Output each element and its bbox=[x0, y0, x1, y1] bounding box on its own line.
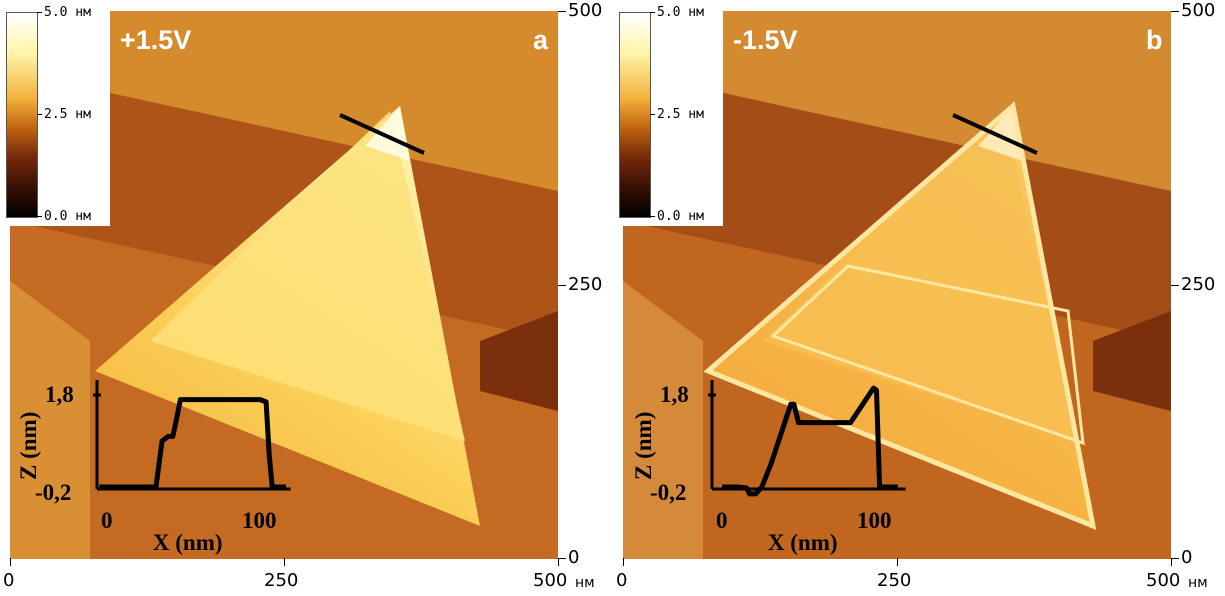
inset-xtick-label: 0 bbox=[716, 508, 728, 533]
inset-ytick-label: 1,8 bbox=[45, 382, 74, 407]
scale-gradient-bar bbox=[6, 12, 38, 218]
scale-label-bottom: 0.0 нм bbox=[44, 209, 91, 224]
stm-panel-b: 5.0 нм 2.5 нм 0.0 нм -1.5V b 0 250 500 нм 500 250 0… bbox=[613, 0, 1225, 596]
inner-rim bbox=[770, 264, 1085, 446]
inset-profile-curve bbox=[99, 397, 286, 490]
y-axis-tick-mark bbox=[1171, 558, 1179, 559]
panel-letter: b bbox=[1146, 25, 1163, 55]
stm-image bbox=[10, 11, 558, 559]
scale-tick bbox=[650, 12, 655, 13]
y-axis-tick-mark bbox=[1171, 11, 1179, 12]
scale-gradient-bar bbox=[619, 12, 651, 218]
dark-pit bbox=[1093, 311, 1171, 411]
y-axis-tick-mark bbox=[558, 558, 566, 559]
x-axis-tick-label: 0 bbox=[3, 570, 15, 591]
x-axis-tick-label: 250 bbox=[264, 570, 299, 591]
triangle-apex bbox=[978, 106, 1023, 161]
y-axis-tick-label: 500 bbox=[1181, 0, 1216, 21]
x-axis-tick-mark bbox=[10, 558, 11, 566]
y-axis-tick-label: 250 bbox=[568, 274, 603, 295]
x-axis-tick-mark bbox=[284, 558, 285, 566]
x-axis-unit: нм bbox=[1188, 575, 1208, 591]
y-axis-tick-mark bbox=[1171, 285, 1179, 286]
inset-ytick-label: 1,8 bbox=[660, 382, 689, 407]
height-scale: 5.0 нм 2.5 нм 0.0 нм bbox=[615, 4, 723, 226]
bias-voltage-label: +1.5V bbox=[120, 25, 192, 55]
scale-label-mid: 2.5 нм bbox=[657, 107, 704, 122]
bias-voltage-label: -1.5V bbox=[733, 25, 798, 55]
x-axis-tick-label: 0 bbox=[616, 570, 628, 591]
triangle-apex bbox=[365, 106, 410, 161]
x-axis-tick-mark bbox=[897, 558, 898, 566]
y-axis-tick-label: 500 bbox=[568, 0, 603, 21]
y-axis-tick-label: 0 bbox=[1181, 547, 1193, 568]
x-axis-tick-mark bbox=[558, 558, 559, 566]
inset-ytick-label: -0,2 bbox=[650, 480, 687, 505]
y-axis-tick-mark bbox=[558, 11, 566, 12]
scale-tick bbox=[37, 114, 42, 115]
scale-tick bbox=[650, 216, 655, 217]
height-scale: 5.0 нм 2.5 нм 0.0 нм bbox=[2, 4, 110, 226]
triangle-top-layer bbox=[150, 111, 465, 441]
x-axis-tick-label: 500 bbox=[1146, 570, 1181, 591]
x-axis-tick-mark bbox=[1171, 558, 1172, 566]
x-axis-tick-label: 500 bbox=[533, 570, 568, 591]
inset-y-axis-label: Z (nm) bbox=[16, 411, 41, 480]
profile-line bbox=[339, 113, 425, 155]
inset-y-axis-label: Z (nm) bbox=[631, 411, 656, 480]
inset-ytick-label: -0,2 bbox=[35, 480, 72, 505]
inset-x-axis-label: X (nm) bbox=[152, 530, 223, 555]
x-axis-tick-label: 250 bbox=[877, 570, 912, 591]
scale-tick bbox=[37, 12, 42, 13]
profile-line bbox=[952, 113, 1038, 155]
y-axis-tick-label: 250 bbox=[1181, 274, 1216, 295]
scale-tick bbox=[650, 114, 655, 115]
scale-tick bbox=[37, 216, 42, 217]
inset-x-axis-label: X (nm) bbox=[767, 530, 838, 555]
scale-label-mid: 2.5 нм bbox=[44, 107, 91, 122]
y-axis-tick-label: 0 bbox=[568, 547, 580, 568]
inset-xtick-label: 100 bbox=[242, 508, 277, 533]
stm-panel-a: 5.0 нм 2.5 нм 0.0 нм +1.5V a 0 250 500 нм 500 250 0… bbox=[0, 0, 612, 596]
inset-xtick-label: 0 bbox=[101, 508, 113, 533]
triangle-rim bbox=[703, 101, 1097, 531]
panel-letter: a bbox=[533, 25, 549, 55]
scale-label-top: 5.0 нм bbox=[657, 5, 704, 20]
dark-pit bbox=[480, 311, 558, 411]
inset-profile-curve bbox=[722, 385, 898, 497]
y-axis-tick-mark bbox=[558, 285, 566, 286]
scale-label-bottom: 0.0 нм bbox=[657, 209, 704, 224]
x-axis-tick-mark bbox=[623, 558, 624, 566]
scale-label-top: 5.0 нм bbox=[44, 5, 91, 20]
inset-xtick-label: 100 bbox=[857, 508, 892, 533]
x-axis-unit: нм bbox=[575, 575, 595, 591]
terrace-left bbox=[10, 281, 90, 559]
terrace-left bbox=[623, 281, 703, 559]
